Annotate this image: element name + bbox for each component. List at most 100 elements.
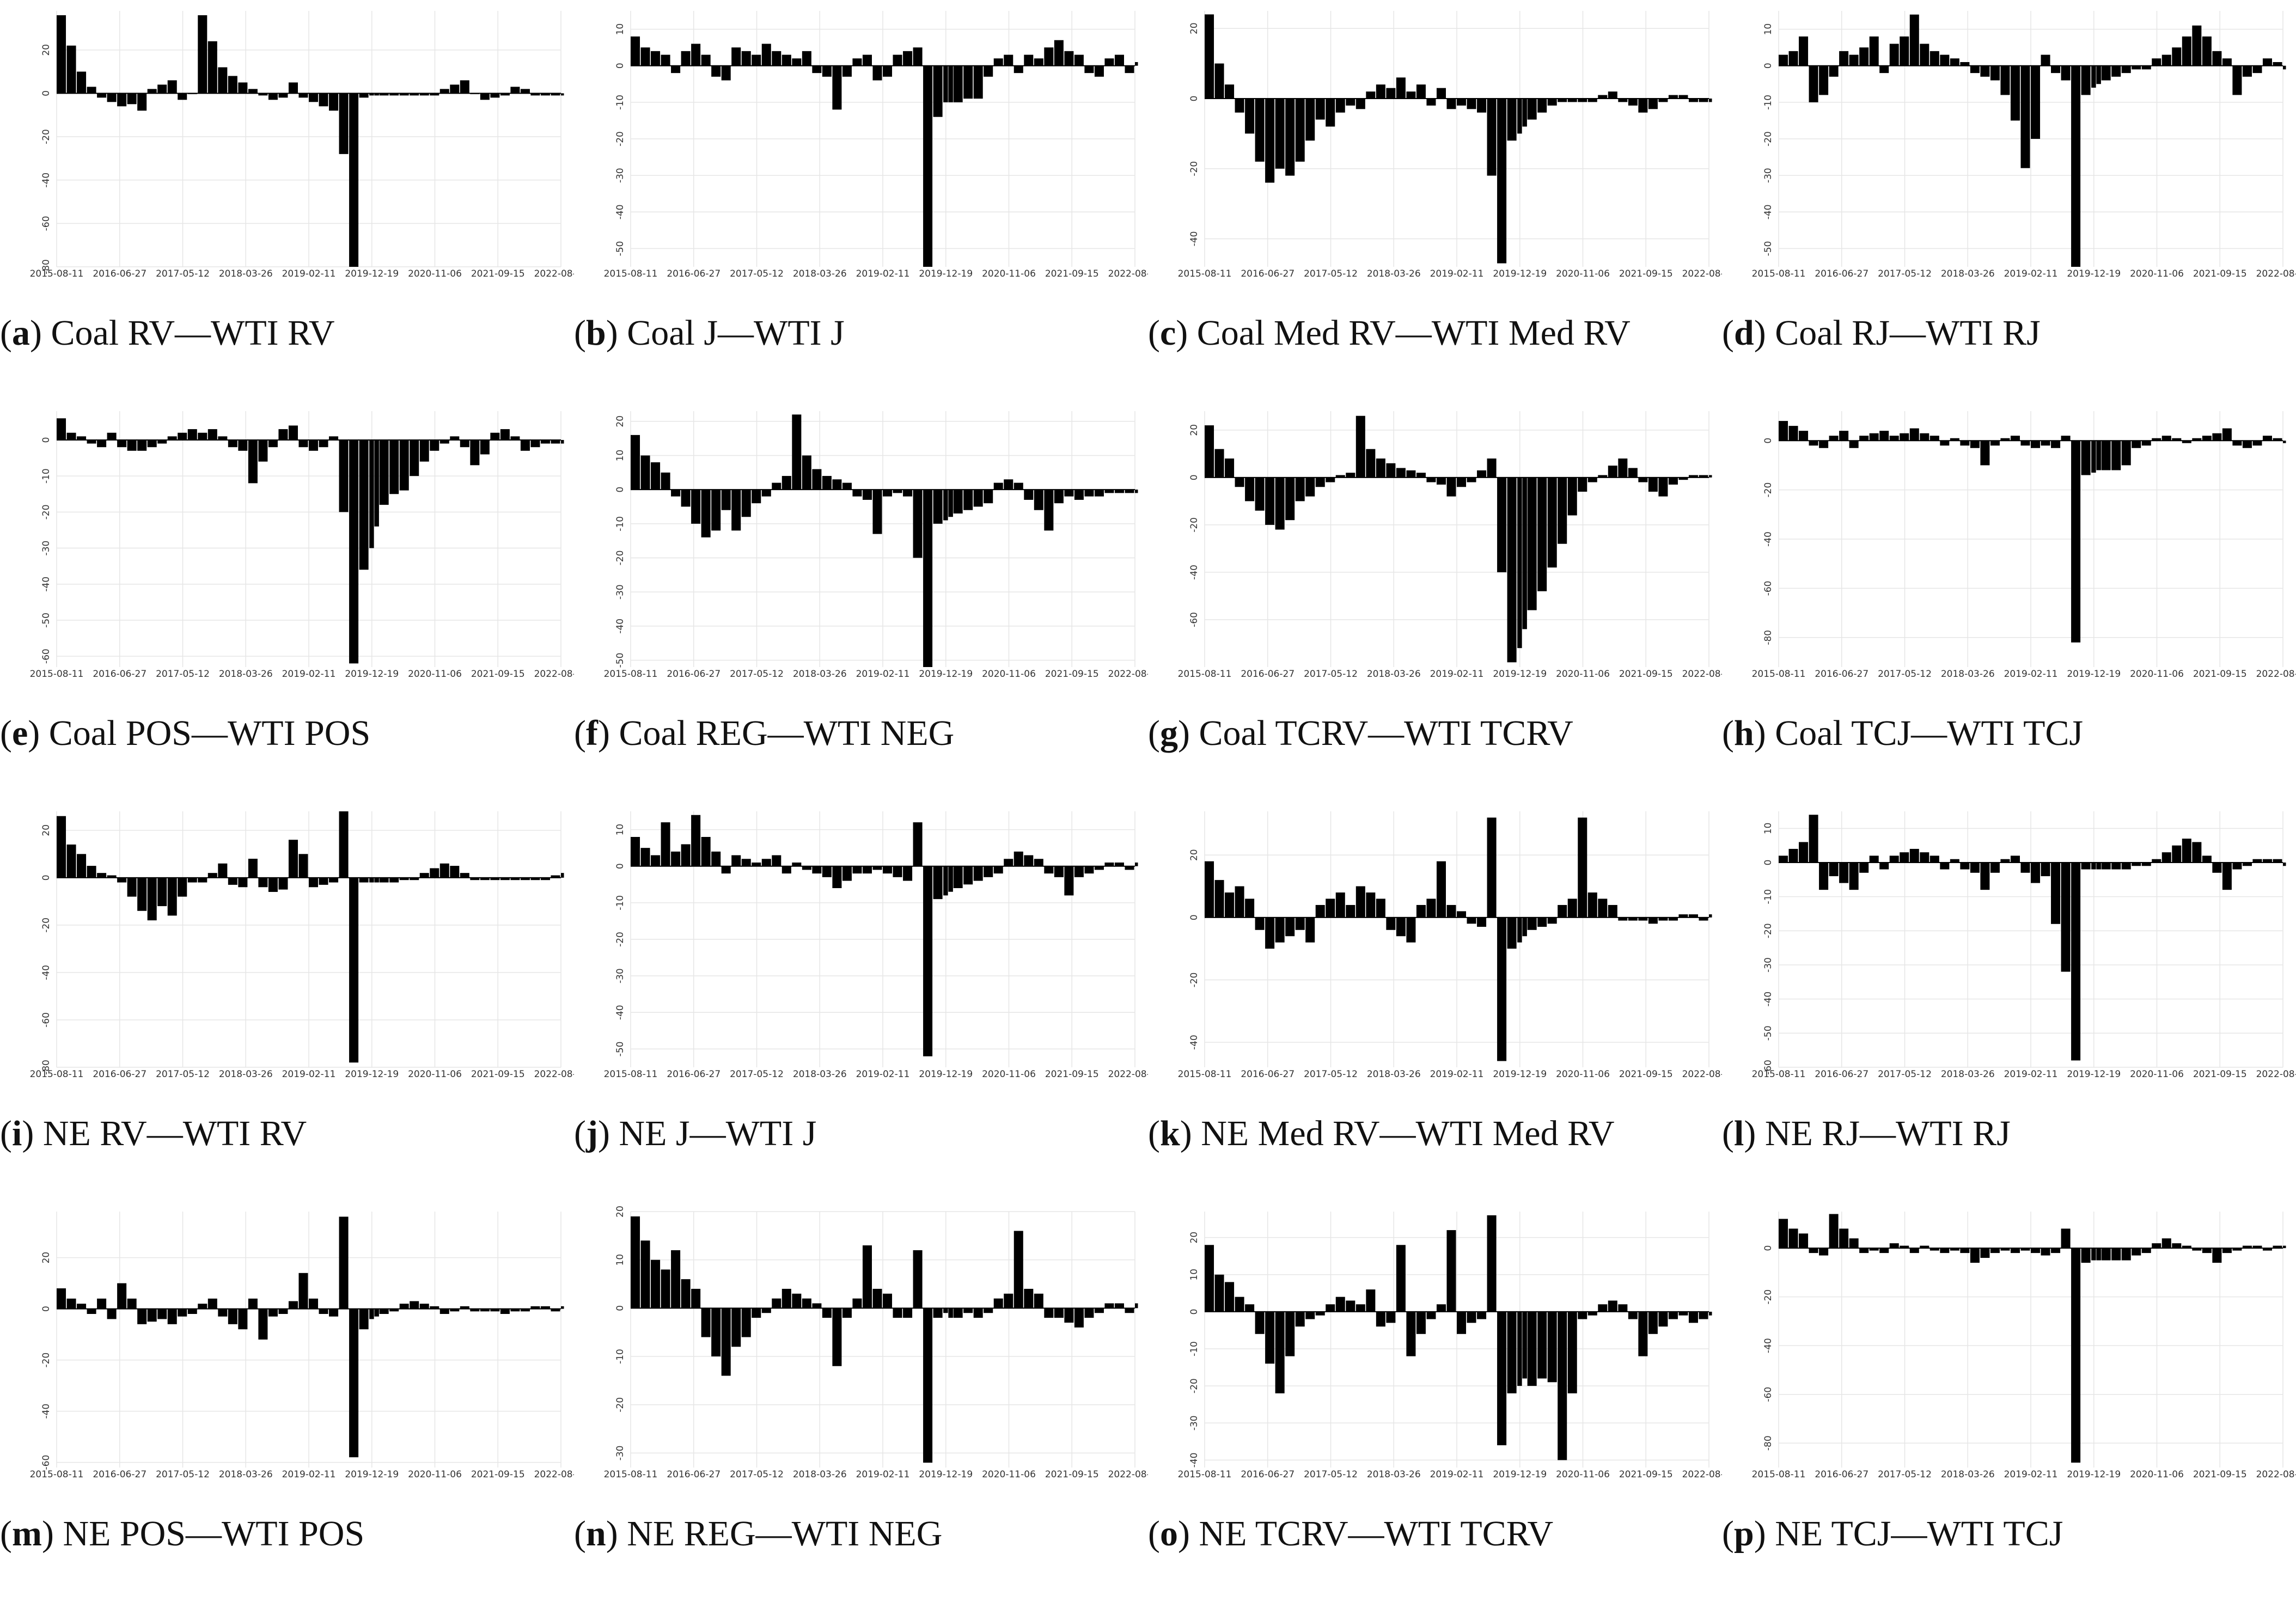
bar-p-9 bbox=[1869, 1248, 1879, 1251]
bar-f-49 bbox=[1114, 490, 1124, 493]
x-tick-label: 2019-02-11 bbox=[2004, 1069, 2058, 1080]
y-tick-label: -30 bbox=[615, 968, 626, 983]
x-tick-label: 2017-05-12 bbox=[730, 1469, 784, 1480]
bar-d-35 bbox=[2121, 65, 2131, 74]
bar-c-13 bbox=[1335, 98, 1345, 113]
x-tick-label: 2015-08-11 bbox=[604, 268, 658, 279]
y-tick-label: 20 bbox=[41, 824, 52, 836]
y-tick-label: -20 bbox=[615, 1397, 626, 1413]
bar-f-47 bbox=[1094, 490, 1104, 497]
bar-k-31 bbox=[1517, 917, 1522, 943]
bar-p-24 bbox=[2020, 1248, 2030, 1251]
bar-m-29 bbox=[349, 1308, 359, 1458]
bar-l-47 bbox=[2242, 863, 2252, 866]
bar-a-11 bbox=[167, 80, 177, 94]
bar-e-30 bbox=[359, 439, 369, 570]
bar-m-47 bbox=[520, 1308, 530, 1312]
bar-f-41 bbox=[1034, 490, 1043, 510]
bar-o-15 bbox=[1355, 1304, 1365, 1312]
x-tick-label: 2016-06-27 bbox=[667, 268, 720, 279]
bar-a-39 bbox=[439, 89, 449, 94]
bar-k-46 bbox=[1658, 917, 1668, 921]
bar-b-39 bbox=[1013, 65, 1023, 74]
x-tick-label: 2019-02-11 bbox=[1430, 1069, 1484, 1080]
bar-j-8 bbox=[711, 851, 721, 866]
caption-text: NE RV—WTI RV bbox=[34, 1114, 307, 1153]
bar-g-21 bbox=[1416, 473, 1426, 478]
bar-b-16 bbox=[792, 58, 802, 66]
bar-h-8 bbox=[1859, 436, 1869, 441]
x-tick-label: 2017-05-12 bbox=[156, 1069, 210, 1080]
bar-e-51 bbox=[561, 439, 564, 444]
bar-j-35 bbox=[973, 866, 983, 881]
bar-c-9 bbox=[1295, 98, 1305, 162]
bar-l-30 bbox=[2081, 863, 2091, 870]
bar-e-49 bbox=[540, 439, 550, 444]
bar-c-23 bbox=[1436, 88, 1446, 99]
bar-i-50 bbox=[551, 875, 560, 878]
bar-i-45 bbox=[500, 877, 510, 881]
bar-p-33 bbox=[2101, 1248, 2111, 1261]
x-tick-label: 2021-09-15 bbox=[1619, 669, 1673, 680]
bar-a-30 bbox=[359, 93, 369, 98]
bar-f-3 bbox=[661, 472, 670, 490]
x-tick-label: 2021-09-15 bbox=[1619, 1069, 1673, 1080]
bar-c-38 bbox=[1578, 98, 1587, 102]
bar-g-33 bbox=[1527, 477, 1537, 610]
bar-g-45 bbox=[1648, 477, 1658, 492]
bar-j-32 bbox=[948, 866, 953, 892]
bar-l-17 bbox=[1950, 859, 1959, 863]
chart-svg-n: 20 10 0 -10 -20 -30 2015-08-11 2016-06-27 2017-0… bbox=[604, 1206, 1148, 1480]
x-tick-label: 2015-08-11 bbox=[1752, 669, 1806, 680]
bar-n-42 bbox=[1044, 1308, 1054, 1318]
chart-caption: (j) NE J—WTI J bbox=[574, 1114, 817, 1153]
bar-f-34 bbox=[963, 490, 973, 510]
bar-h-12 bbox=[1900, 433, 1909, 441]
bar-b-27 bbox=[903, 51, 913, 66]
x-tick-label: 2019-12-19 bbox=[345, 669, 399, 680]
bar-e-44 bbox=[490, 432, 500, 440]
bar-c-42 bbox=[1618, 98, 1628, 102]
bar-m-30 bbox=[359, 1308, 369, 1330]
y-tick-label: -50 bbox=[615, 1042, 626, 1057]
bar-e-12 bbox=[178, 432, 187, 440]
bar-o-21 bbox=[1416, 1311, 1426, 1334]
bar-n-51 bbox=[1135, 1303, 1138, 1308]
bar-b-20 bbox=[832, 65, 842, 110]
bar-a-8 bbox=[137, 93, 147, 111]
bar-i-40 bbox=[450, 866, 460, 878]
y-tick-label: 0 bbox=[1763, 63, 1774, 69]
bar-h-37 bbox=[2141, 441, 2151, 446]
bar-i-14 bbox=[198, 877, 207, 883]
bar-p-41 bbox=[2182, 1245, 2191, 1249]
bar-d-14 bbox=[1920, 44, 1929, 66]
bar-m-28 bbox=[339, 1216, 349, 1309]
bar-n-36 bbox=[984, 1308, 993, 1313]
chart-caption: (a) Coal RV—WTI RV bbox=[0, 313, 335, 353]
x-tick-label: 2021-09-15 bbox=[471, 268, 525, 279]
bar-f-29 bbox=[923, 490, 933, 667]
bar-m-11 bbox=[167, 1308, 177, 1324]
x-tick-label: 2019-02-11 bbox=[282, 669, 336, 680]
bar-g-38 bbox=[1578, 477, 1587, 492]
bar-l-7 bbox=[1849, 863, 1859, 890]
bar-p-36 bbox=[2132, 1248, 2141, 1256]
x-tick-label: 2018-03-26 bbox=[1941, 268, 1995, 279]
y-tick-label: -20 bbox=[1763, 923, 1774, 938]
bar-g-20 bbox=[1406, 470, 1416, 478]
bar-p-14 bbox=[1920, 1245, 1929, 1249]
bar-h-0 bbox=[1779, 421, 1788, 441]
bar-d-45 bbox=[2222, 58, 2232, 66]
bar-h-26 bbox=[2041, 441, 2050, 446]
bar-o-17 bbox=[1376, 1311, 1385, 1327]
bar-k-37 bbox=[1567, 898, 1577, 918]
bar-f-15 bbox=[781, 476, 791, 490]
bar-n-8 bbox=[711, 1308, 721, 1357]
bar-c-6 bbox=[1265, 98, 1275, 183]
bar-c-22 bbox=[1426, 98, 1436, 106]
x-tick-label: 2020-11-06 bbox=[408, 268, 462, 279]
bar-a-26 bbox=[319, 93, 328, 107]
bar-o-29 bbox=[1497, 1311, 1507, 1446]
bar-i-42 bbox=[470, 877, 480, 881]
x-tick-label: 2019-12-19 bbox=[2067, 268, 2121, 279]
